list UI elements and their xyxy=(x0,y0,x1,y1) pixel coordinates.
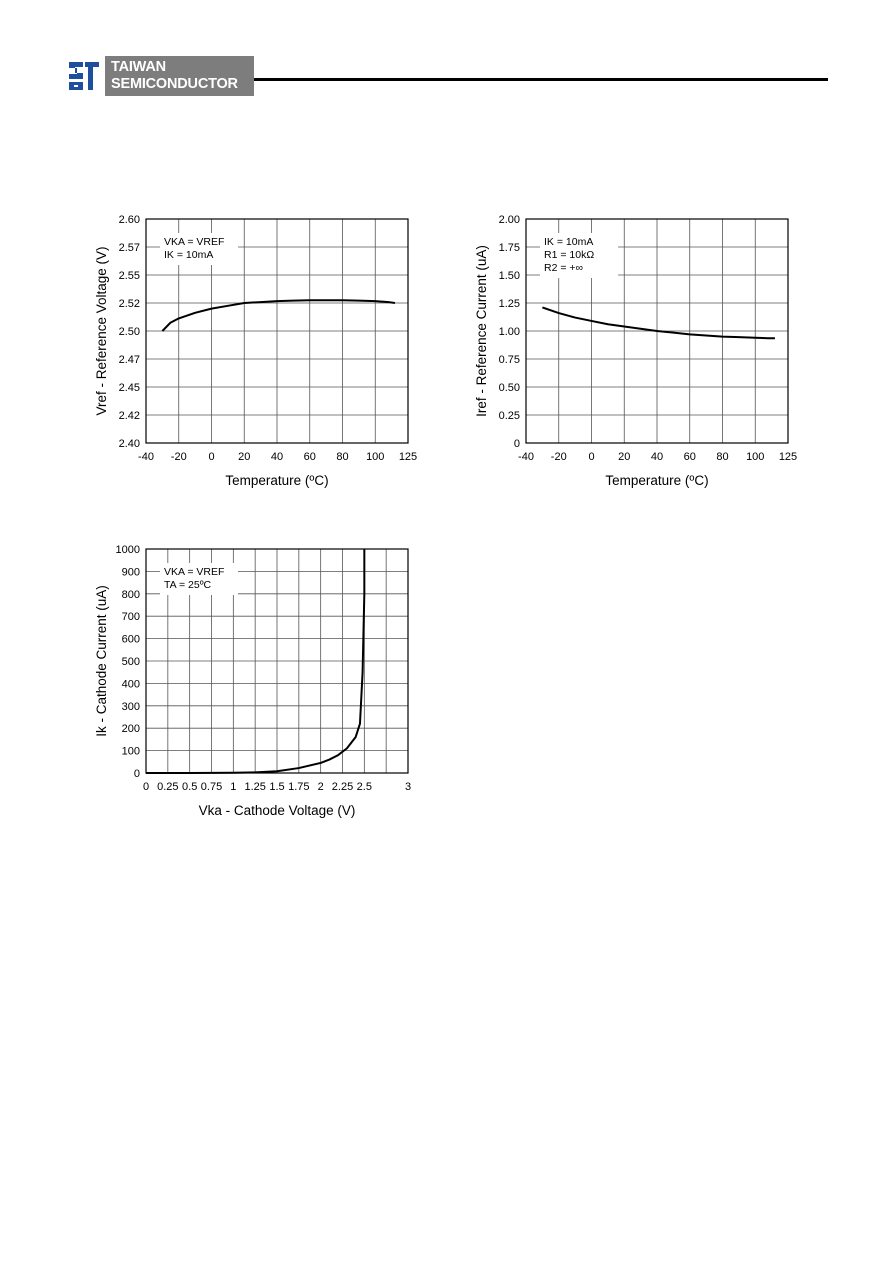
y-tick-label: 1.50 xyxy=(499,270,520,282)
x-tick-label: 125 xyxy=(779,451,797,463)
annotation-line: IK = 10mA xyxy=(164,249,213,261)
y-tick-label: 900 xyxy=(122,566,140,578)
y-tick-label: 2.60 xyxy=(119,214,140,226)
x-axis-label: Vka - Cathode Voltage (V) xyxy=(199,803,356,818)
x-tick-label: -40 xyxy=(518,451,534,463)
chart-svg: 0 0.25 0.5 0.75 1 1.25 1.5 1.75 2 2.25 2.5 3 0 100 200… xyxy=(94,544,411,818)
chart-svg: -40 -20 0 20 40 60 80 100 125 0 0.25 0.50 0.75 1.00 1.… xyxy=(474,214,797,488)
y-tick-label: 2.45 xyxy=(119,382,140,394)
plot-frame xyxy=(145,218,409,444)
ik-vs-vka-chart: 0 0.25 0.5 0.75 1 1.25 1.5 1.75 2 2.25 2.5 3 0 100 200… xyxy=(90,535,420,830)
y-tick-label: 2.47 xyxy=(119,354,140,366)
y-tick-label: 2.52 xyxy=(119,298,140,310)
x-tick-label: -20 xyxy=(551,451,567,463)
y-tick-label: 0 xyxy=(514,438,520,450)
x-tick-label: 0 xyxy=(208,451,214,463)
x-tick-label: 0.75 xyxy=(201,781,222,793)
x-tick-label: 0.5 xyxy=(182,781,197,793)
x-axis-label: Temperature (ºC) xyxy=(225,473,328,488)
y-tick-label: 0 xyxy=(134,768,140,780)
x-tick-label: 1.25 xyxy=(244,781,265,793)
y-tick-label: 1.00 xyxy=(499,326,520,338)
y-tick-label: 1000 xyxy=(116,544,140,556)
logo-line-1: TAIWAN xyxy=(111,59,166,75)
y-tick-label: 1.75 xyxy=(499,242,520,254)
y-tick-label: 2.50 xyxy=(119,326,140,338)
x-tick-label: 20 xyxy=(618,451,630,463)
ts-logo-icon xyxy=(66,56,102,96)
x-tick-label: 60 xyxy=(304,451,316,463)
x-tick-label: 20 xyxy=(238,451,250,463)
y-axis-label: Vref - Reference Voltage (V) xyxy=(94,246,109,415)
company-logo: TAIWAN SEMICONDUCTOR xyxy=(66,56,254,96)
annotation-line: R2 = +∞ xyxy=(544,262,583,274)
y-tick-label: 1.25 xyxy=(499,298,520,310)
y-axis-label: Ik - Cathode Current (uA) xyxy=(94,585,109,737)
y-tick-label: 2.57 xyxy=(119,242,140,254)
chart-svg: -40 -20 0 20 40 60 80 100 125 2.40 2.42 2.45 2.47 2.5… xyxy=(94,214,417,488)
series-line xyxy=(161,299,396,332)
x-tick-label: 2.5 xyxy=(357,781,372,793)
y-tick-label: 700 xyxy=(122,611,140,623)
plot-frame xyxy=(145,548,409,774)
y-axis-label: Iref - Reference Current (uA) xyxy=(474,245,489,417)
y-tick-label: 800 xyxy=(122,589,140,601)
annotation-line: VKA = VREF xyxy=(164,236,224,248)
logo-text-box: TAIWAN SEMICONDUCTOR xyxy=(105,56,254,96)
annotation-bg xyxy=(160,233,238,265)
annotation-line: TA = 25ºC xyxy=(164,579,212,591)
y-tick-label: 600 xyxy=(122,634,140,646)
y-tick-label: 0.75 xyxy=(499,354,520,366)
x-tick-label: 0.25 xyxy=(157,781,178,793)
y-tick-label: 2.55 xyxy=(119,270,140,282)
x-tick-label: 60 xyxy=(684,451,696,463)
y-tick-label: 0.25 xyxy=(499,410,520,422)
annotation-line: IK = 10mA xyxy=(544,236,593,248)
iref-vs-temperature-chart: -40 -20 0 20 40 60 80 100 125 0 0.25 0.50 0.75 1.00 1.… xyxy=(470,205,800,500)
x-tick-label: 1 xyxy=(230,781,236,793)
x-tick-label: -20 xyxy=(171,451,187,463)
x-tick-label: 80 xyxy=(336,451,348,463)
x-tick-label: -40 xyxy=(138,451,154,463)
x-axis-label: Temperature (ºC) xyxy=(605,473,708,488)
series-line xyxy=(146,549,366,774)
y-tick-label: 0.50 xyxy=(499,382,520,394)
plot-frame xyxy=(525,218,789,444)
x-tick-label: 3 xyxy=(405,781,411,793)
vref-vs-temperature-chart: -40 -20 0 20 40 60 80 100 125 2.40 2.42 2.45 2.47 2.5… xyxy=(90,205,420,500)
x-tick-label: 2.25 xyxy=(332,781,353,793)
x-tick-label: 2 xyxy=(318,781,324,793)
x-tick-label: 100 xyxy=(366,451,384,463)
logo-line-2: SEMICONDUCTOR xyxy=(111,76,238,92)
header-rule xyxy=(254,78,828,81)
annotation-line: VKA = VREF xyxy=(164,566,224,578)
annotation-bg xyxy=(540,233,618,278)
x-tick-label: 0 xyxy=(143,781,149,793)
y-tick-label: 400 xyxy=(122,678,140,690)
x-tick-label: 80 xyxy=(716,451,728,463)
x-tick-label: 125 xyxy=(399,451,417,463)
x-tick-label: 0 xyxy=(588,451,594,463)
y-tick-label: 2.40 xyxy=(119,438,140,450)
series-line xyxy=(542,306,775,340)
y-tick-label: 2.00 xyxy=(499,214,520,226)
x-tick-label: 40 xyxy=(651,451,663,463)
y-tick-label: 300 xyxy=(122,701,140,713)
y-tick-label: 500 xyxy=(122,656,140,668)
x-tick-label: 40 xyxy=(271,451,283,463)
x-tick-label: 100 xyxy=(746,451,764,463)
y-tick-label: 100 xyxy=(122,746,140,758)
y-tick-label: 2.42 xyxy=(119,410,140,422)
annotation-line: R1 = 10kΩ xyxy=(544,249,594,261)
x-tick-label: 1.5 xyxy=(269,781,284,793)
y-tick-label: 200 xyxy=(122,723,140,735)
x-tick-label: 1.75 xyxy=(288,781,309,793)
annotation-bg xyxy=(160,563,238,595)
